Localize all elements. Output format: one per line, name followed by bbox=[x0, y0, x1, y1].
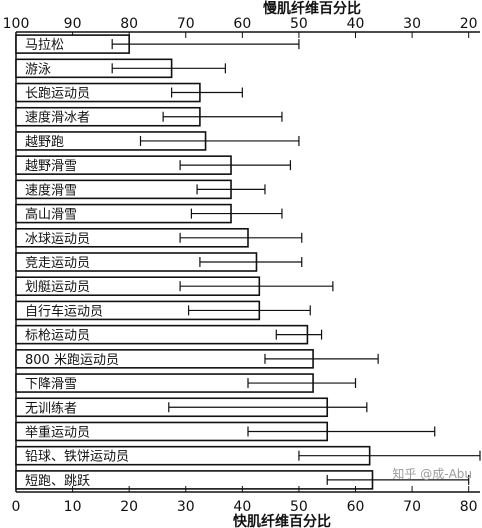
bar-label: 举重运动员 bbox=[25, 424, 90, 440]
bar-label: 越野跑 bbox=[25, 135, 64, 150]
bar-label: 速度滑雪 bbox=[25, 182, 77, 198]
bar-label: 划艇运动员 bbox=[25, 280, 90, 295]
bar-label: 标枪运动员 bbox=[25, 328, 90, 344]
bar-label: 铅球、铁饼运动员 bbox=[25, 450, 129, 465]
bar-label: 800 米跑运动员 bbox=[25, 353, 119, 368]
bottom-tick-label: 30 bbox=[177, 499, 195, 515]
bar-label: 下降滑雪 bbox=[25, 377, 77, 392]
bottom-tick-label: 70 bbox=[403, 499, 421, 515]
top-tick-label: 60 bbox=[233, 16, 251, 32]
bottom-tick-label: 40 bbox=[233, 499, 251, 515]
bottom-axis-ticks: 0 10 20 30 40 50 60 70 80 bbox=[12, 486, 478, 515]
top-tick-label: 30 bbox=[403, 16, 421, 32]
top-tick-label: 100 bbox=[3, 16, 30, 32]
top-tick-label: 90 bbox=[64, 16, 82, 32]
bottom-tick-label: 50 bbox=[290, 499, 308, 515]
bars: 马拉松游泳长跑运动员速度滑冰者越野跑越野滑雪速度滑雪高山滑雪冰球运动员竞走运动员… bbox=[15, 34, 481, 490]
bar-label: 马拉松 bbox=[25, 38, 64, 53]
bar-label: 竞走运动员 bbox=[25, 255, 90, 271]
watermark: 知乎 @成-Abu bbox=[392, 467, 472, 481]
bar-label: 短跑、跳跃 bbox=[25, 474, 90, 489]
bar-label: 冰球运动员 bbox=[25, 232, 90, 247]
bar-label: 自行车运动员 bbox=[25, 303, 103, 319]
bar-label: 速度滑冰者 bbox=[25, 110, 90, 126]
bottom-tick-label: 80 bbox=[460, 499, 478, 515]
bottom-axis-title: 快肌纤维百分比 bbox=[233, 513, 331, 528]
top-tick-label: 70 bbox=[177, 16, 195, 32]
bar-label: 高山滑雪 bbox=[25, 207, 77, 223]
bottom-tick-label: 20 bbox=[120, 499, 138, 515]
bar-label: 游泳 bbox=[25, 62, 51, 77]
top-axis-title: 慢肌纤维百分比 bbox=[263, 0, 361, 17]
bottom-tick-label: 10 bbox=[64, 499, 82, 515]
top-tick-label: 20 bbox=[460, 16, 478, 32]
top-tick-label: 50 bbox=[290, 16, 308, 32]
top-axis-ticks: 100 90 80 70 60 50 40 30 20 bbox=[3, 16, 478, 38]
bar-label: 无训练者 bbox=[25, 401, 77, 416]
top-tick-label: 80 bbox=[120, 16, 138, 32]
bar-label: 越野滑雪 bbox=[25, 159, 77, 174]
bar-label: 长跑运动员 bbox=[25, 87, 90, 102]
top-tick-label: 40 bbox=[347, 16, 365, 32]
bottom-tick-label: 60 bbox=[347, 499, 365, 515]
bottom-tick-label: 0 bbox=[12, 499, 21, 515]
